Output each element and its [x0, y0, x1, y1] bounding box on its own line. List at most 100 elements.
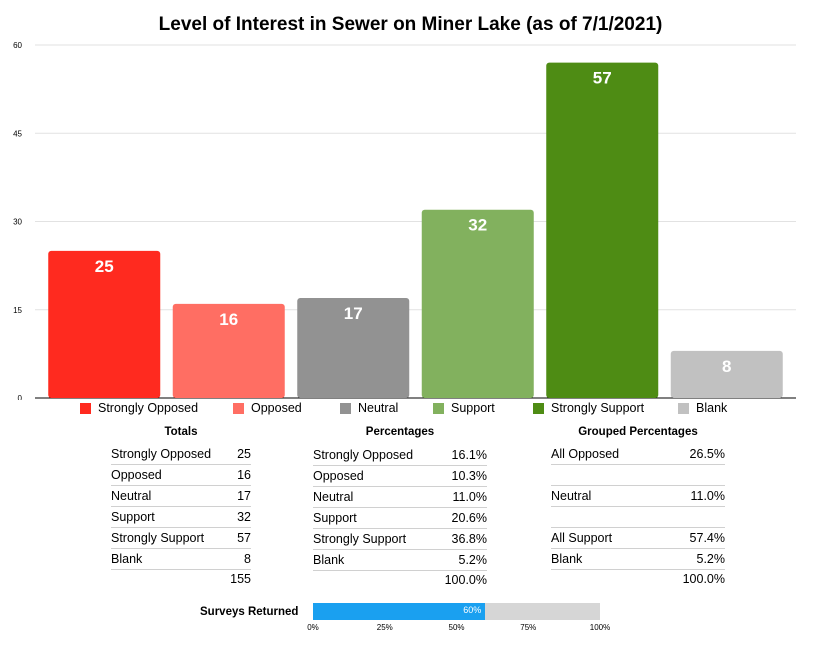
- surveys-progress-value: 60%: [463, 605, 482, 615]
- legend-item-blank: Blank: [678, 401, 727, 415]
- table-row: Support 20.6%: [313, 508, 487, 529]
- row-value: 32: [237, 510, 251, 524]
- row-value: 16.1%: [451, 448, 487, 462]
- bar-value-label: 16: [219, 310, 238, 329]
- table-row: [551, 465, 725, 486]
- row-value: 57.4%: [689, 531, 725, 545]
- table-row: Blank 5.2%: [551, 549, 725, 570]
- bar-chart: 0 15 30 45 60 25 16 17 32 57 8: [13, 41, 796, 400]
- table-row: Neutral 17: [111, 486, 251, 507]
- percentages-table: Strongly Opposed 16.1% Opposed 10.3% Neutr…: [313, 445, 487, 595]
- surveys-returned-label: Surveys Returned: [200, 606, 299, 618]
- percentages-sum: 100.0%: [444, 573, 487, 587]
- row-label: Support: [313, 511, 357, 525]
- row-label: All Opposed: [551, 447, 620, 461]
- row-label: Opposed: [111, 468, 162, 482]
- legend-item-strongly-opposed: Strongly Opposed: [80, 401, 198, 415]
- row-label: Support: [111, 510, 155, 524]
- row-label: Strongly Opposed: [111, 447, 212, 461]
- surveys-progress-fill: [313, 603, 486, 620]
- progress-tick-label: 50%: [448, 623, 465, 632]
- grouped-title: Grouped Percentages: [578, 426, 698, 438]
- row-value: 11.0%: [690, 489, 725, 503]
- bar: [172, 303, 285, 398]
- totals-sum: 155: [230, 572, 251, 586]
- row-label: Strongly Support: [111, 531, 205, 545]
- row-label: Blank: [551, 552, 583, 566]
- legend-swatch: [80, 402, 91, 414]
- row-label: Blank: [111, 552, 143, 566]
- surveys-progress-track: 60%: [313, 603, 600, 620]
- bar-value-label: 32: [468, 216, 487, 235]
- bar-value-label: 17: [344, 304, 363, 323]
- table-row: Strongly Opposed 16.1%: [313, 445, 487, 466]
- row-label: Strongly Support: [313, 532, 407, 546]
- row-label: All Support: [551, 531, 613, 545]
- legend-swatch: [233, 402, 244, 414]
- table-row: Blank 8: [111, 549, 251, 570]
- legend-label: Blank: [696, 401, 728, 415]
- progress-tick-label: 75%: [520, 623, 537, 632]
- table-row: Strongly Support 36.8%: [313, 529, 487, 550]
- row-value: 17: [237, 489, 251, 503]
- table-row: Support 32: [111, 507, 251, 528]
- legend-item-strongly-support: Strongly Support: [533, 401, 644, 415]
- legend-item-opposed: Opposed: [233, 401, 302, 415]
- row-value: 57: [237, 531, 251, 545]
- chart-title: Level of Interest in Sewer on Miner Lake…: [158, 14, 663, 35]
- legend-label: Strongly Opposed: [98, 401, 199, 415]
- y-tick-label: 30: [13, 218, 22, 227]
- table-row: Strongly Opposed 25: [111, 444, 251, 465]
- table-row: Opposed 10.3%: [313, 466, 487, 487]
- bar: [421, 209, 534, 398]
- totals-table: Strongly Opposed 25 Opposed 16 Neutral 17 S…: [111, 444, 251, 594]
- bar: [297, 297, 410, 398]
- table-row: Neutral 11.0%: [551, 486, 725, 507]
- row-label: Neutral: [551, 489, 592, 503]
- bar: [670, 350, 783, 398]
- table-row: Strongly Support 57: [111, 528, 251, 549]
- row-value: 10.3%: [451, 469, 487, 483]
- bar-value-label: 25: [95, 257, 114, 276]
- table-row: All Support 57.4%: [551, 528, 725, 549]
- table-row: Blank 5.2%: [313, 550, 487, 571]
- progress-tick-label: 25%: [376, 623, 393, 632]
- bar-value-label: 57: [593, 69, 612, 88]
- legend-swatch: [433, 402, 444, 414]
- totals-title: Totals: [164, 426, 198, 438]
- row-value: 25: [237, 447, 251, 461]
- legend-label: Opposed: [251, 401, 302, 415]
- table-row: Neutral 11.0%: [313, 487, 487, 508]
- legend-swatch: [533, 402, 544, 414]
- table-row: [551, 507, 725, 528]
- y-tick-label: 45: [13, 129, 22, 138]
- legend-swatch: [678, 402, 689, 414]
- y-tick-label: 15: [13, 306, 22, 315]
- row-value: 16: [237, 468, 251, 482]
- table-row: Opposed 16: [111, 465, 251, 486]
- row-value: 11.0%: [452, 490, 487, 504]
- legend-swatch: [340, 402, 351, 414]
- legend-label: Support: [451, 401, 495, 415]
- y-tick-label: 60: [13, 41, 22, 50]
- row-label: Opposed: [313, 469, 364, 483]
- row-value: 8: [244, 552, 251, 566]
- row-value: 5.2%: [696, 552, 726, 566]
- bar-value-label: 8: [722, 357, 731, 376]
- grouped-sum: 100.0%: [682, 572, 725, 586]
- row-value: 5.2%: [458, 553, 488, 567]
- row-label: Strongly Opposed: [313, 448, 414, 462]
- row-value: 36.8%: [451, 532, 487, 546]
- progress-tick-label: 100%: [589, 623, 611, 632]
- row-label: Neutral: [313, 490, 354, 504]
- progress-tick-label: 0%: [307, 623, 319, 632]
- row-value: 26.5%: [689, 447, 725, 461]
- row-value: 20.6%: [451, 511, 487, 525]
- bar: [546, 62, 659, 399]
- legend-item-support: Support: [433, 401, 495, 415]
- table-row: All Opposed 26.5%: [551, 444, 725, 465]
- row-label: Blank: [313, 553, 345, 567]
- grouped-table: All Opposed 26.5% Neutral 11.0% All Suppor…: [551, 444, 725, 594]
- legend-label: Neutral: [358, 401, 399, 415]
- legend-label: Strongly Support: [551, 401, 645, 415]
